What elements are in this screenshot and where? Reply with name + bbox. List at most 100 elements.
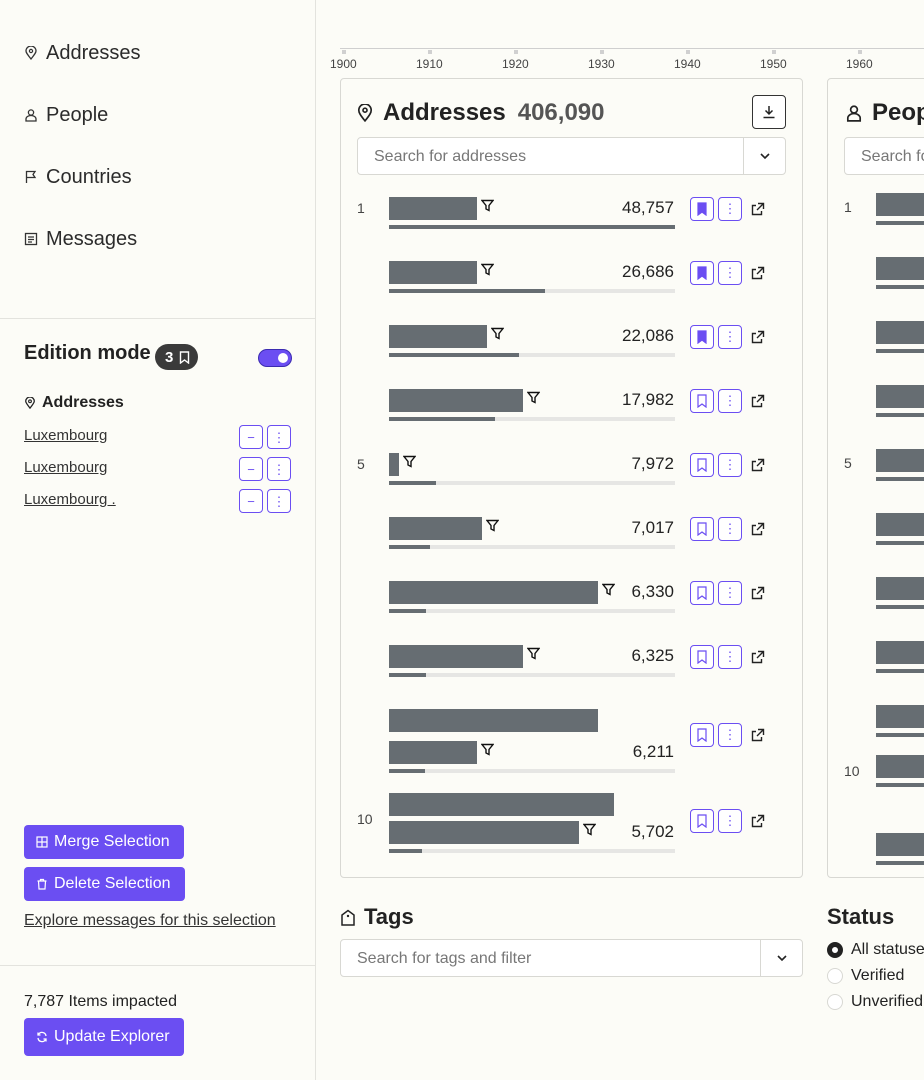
bookmark-button[interactable]	[690, 809, 714, 833]
person-bar[interactable]	[876, 755, 924, 778]
address-row[interactable]: 5 7,972 ⋮	[341, 453, 801, 517]
explore-messages-link[interactable]: Explore messages for this selection	[24, 912, 276, 929]
people-row[interactable]	[828, 577, 924, 641]
merge-selection-button[interactable]: Merge Selection	[24, 825, 184, 859]
status-option-unverified[interactable]: Unverified	[827, 993, 923, 1011]
more-options-button[interactable]: ⋮	[718, 389, 742, 413]
sidebar-item-people[interactable]: People	[24, 100, 108, 130]
address-bar[interactable]	[389, 197, 477, 220]
more-options-button[interactable]: ⋮	[267, 489, 291, 513]
filter-icon[interactable]	[481, 743, 494, 756]
people-search-input[interactable]: Search fo	[844, 137, 924, 175]
remove-selection-button[interactable]: −	[239, 425, 263, 449]
address-bar[interactable]	[389, 581, 598, 604]
bookmark-button[interactable]	[690, 723, 714, 747]
selection-item-link[interactable]: Luxembourg .	[24, 491, 116, 508]
filter-icon[interactable]	[491, 327, 504, 340]
people-row[interactable]	[828, 385, 924, 449]
bookmark-button[interactable]	[690, 517, 714, 541]
update-explorer-button[interactable]: Update Explorer	[24, 1018, 184, 1056]
address-row[interactable]: 7,017 ⋮	[341, 517, 801, 581]
people-row[interactable]	[828, 833, 924, 877]
address-bar[interactable]	[389, 389, 523, 412]
remove-selection-button[interactable]: −	[239, 489, 263, 513]
filter-icon[interactable]	[527, 647, 540, 660]
people-row[interactable]: 10	[828, 755, 924, 833]
address-bar[interactable]	[389, 261, 477, 284]
external-link-icon[interactable]	[751, 814, 765, 828]
status-option-all[interactable]: All statuses	[827, 941, 924, 959]
dropdown-toggle[interactable]	[760, 940, 802, 976]
external-link-icon[interactable]	[751, 266, 765, 280]
people-row[interactable]	[828, 513, 924, 577]
address-row[interactable]: 6,211 ⋮	[341, 709, 801, 773]
more-options-button[interactable]: ⋮	[718, 581, 742, 605]
people-row[interactable]	[828, 705, 924, 769]
address-bar[interactable]	[389, 325, 487, 348]
address-row[interactable]: 1 48,757 ⋮	[341, 197, 801, 261]
filter-icon[interactable]	[583, 823, 596, 836]
external-link-icon[interactable]	[751, 522, 765, 536]
external-link-icon[interactable]	[751, 458, 765, 472]
address-bar-secondary[interactable]	[389, 709, 598, 732]
remove-selection-button[interactable]: −	[239, 457, 263, 481]
external-link-icon[interactable]	[751, 586, 765, 600]
bookmark-button[interactable]	[690, 325, 714, 349]
person-bar[interactable]	[876, 513, 924, 536]
person-bar[interactable]	[876, 705, 924, 728]
bookmark-button[interactable]	[690, 261, 714, 285]
person-bar[interactable]	[876, 833, 924, 856]
more-options-button[interactable]: ⋮	[718, 197, 742, 221]
more-options-button[interactable]: ⋮	[718, 325, 742, 349]
more-options-button[interactable]: ⋮	[718, 809, 742, 833]
address-bar[interactable]	[389, 741, 477, 764]
address-row[interactable]: 22,086 ⋮	[341, 325, 801, 389]
sidebar-item-addresses[interactable]: Addresses	[24, 38, 141, 68]
filter-icon[interactable]	[486, 519, 499, 532]
delete-selection-button[interactable]: Delete Selection	[24, 867, 185, 901]
people-row[interactable]	[828, 641, 924, 705]
external-link-icon[interactable]	[751, 728, 765, 742]
people-row[interactable]	[828, 321, 924, 385]
more-options-button[interactable]: ⋮	[267, 425, 291, 449]
radio-button[interactable]	[827, 994, 843, 1010]
sidebar-item-countries[interactable]: Countries	[24, 162, 132, 192]
person-bar[interactable]	[876, 257, 924, 280]
address-row[interactable]: 17,982 ⋮	[341, 389, 801, 453]
person-bar[interactable]	[876, 577, 924, 600]
filter-icon[interactable]	[403, 455, 416, 468]
download-button[interactable]	[752, 95, 786, 129]
more-options-button[interactable]: ⋮	[267, 457, 291, 481]
addresses-search-input[interactable]: Search for addresses	[357, 137, 786, 175]
bookmark-button[interactable]	[690, 581, 714, 605]
more-options-button[interactable]: ⋮	[718, 517, 742, 541]
radio-button[interactable]	[827, 942, 843, 958]
address-row[interactable]: 10 5,702 ⋮	[341, 793, 801, 861]
address-row[interactable]: 6,330 ⋮	[341, 581, 801, 645]
bookmark-button[interactable]	[690, 197, 714, 221]
bookmark-button[interactable]	[690, 453, 714, 477]
edition-mode-toggle[interactable]	[258, 349, 292, 367]
person-bar[interactable]	[876, 641, 924, 664]
selection-item-link[interactable]: Luxembourg	[24, 459, 108, 476]
address-row[interactable]: 6,325 ⋮	[341, 645, 801, 709]
external-link-icon[interactable]	[751, 202, 765, 216]
address-bar-secondary[interactable]	[389, 793, 614, 816]
person-bar[interactable]	[876, 449, 924, 472]
filter-icon[interactable]	[602, 583, 615, 596]
people-row[interactable]: 5	[828, 449, 924, 513]
selection-item-link[interactable]: Luxembourg	[24, 427, 108, 444]
external-link-icon[interactable]	[751, 330, 765, 344]
more-options-button[interactable]: ⋮	[718, 723, 742, 747]
filter-icon[interactable]	[481, 199, 494, 212]
external-link-icon[interactable]	[751, 394, 765, 408]
sidebar-item-messages[interactable]: Messages	[24, 224, 137, 254]
dropdown-toggle[interactable]	[743, 138, 785, 174]
more-options-button[interactable]: ⋮	[718, 453, 742, 477]
timeline-axis[interactable]: 1900 1910 1920 1930 1940 1950 1960	[330, 40, 924, 74]
more-options-button[interactable]: ⋮	[718, 645, 742, 669]
filter-icon[interactable]	[481, 263, 494, 276]
tags-search-input[interactable]: Search for tags and filter	[340, 939, 803, 977]
address-bar[interactable]	[389, 821, 579, 844]
person-bar[interactable]	[876, 321, 924, 344]
